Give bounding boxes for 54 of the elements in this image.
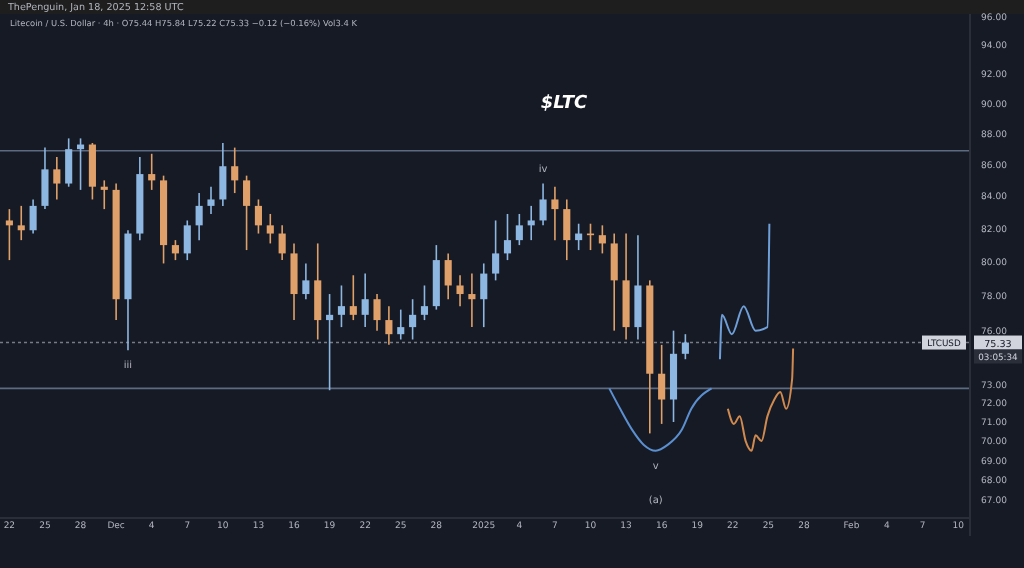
candlestick [492,219,500,282]
candlestick [41,146,49,210]
candlestick [337,284,346,328]
candlestick [302,262,310,301]
candlestick [219,142,227,207]
candlestick [314,242,322,341]
line-series [718,222,771,361]
candlestick [658,344,666,425]
candlestick [420,284,429,321]
candlestick [326,293,334,392]
candlestick [480,262,488,328]
candlestick [349,274,357,321]
candlestick [207,185,215,215]
candlestick [254,198,262,235]
candlestick [515,213,523,246]
candlestick [468,272,476,328]
candlestick [231,146,239,194]
candlestick [171,239,179,261]
candlestick [29,198,37,235]
candlestick [195,192,203,241]
candlestick [563,198,571,261]
candlestick [53,156,61,201]
candlestick [361,272,369,328]
line-series [726,347,795,452]
candlestick [243,174,251,251]
candlestick [278,224,286,261]
candlestick [266,213,274,245]
candlestick [183,219,191,261]
candlestick [385,305,393,346]
candlestick [456,274,464,307]
candlestick [432,244,440,311]
candlestick [598,224,606,255]
candlestick [634,234,642,341]
candlestick [503,213,512,261]
candlestick [100,179,108,210]
candlestick [65,137,73,188]
candlestick [669,329,678,423]
candlestick [622,232,630,341]
candlestick [148,152,156,191]
candlestick [5,208,13,261]
candlestick [373,293,381,332]
candlestick [681,333,689,361]
line-series [608,387,713,452]
text: $LTC [540,94,589,114]
candlestick [290,242,298,321]
candlestick [551,185,559,241]
candlestick [610,232,618,332]
candlestick [17,205,25,241]
candlestick [527,205,535,241]
candlestick [539,182,547,227]
candlestick [444,252,452,301]
candlestick [409,298,417,341]
candlestick [397,308,405,341]
candlestick [88,142,96,201]
